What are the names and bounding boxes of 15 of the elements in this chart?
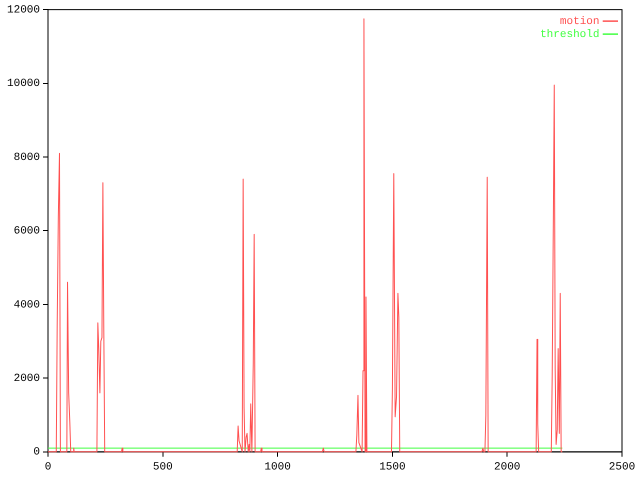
- y-tick-label: 2000: [14, 373, 40, 386]
- x-tick-label: 0: [44, 461, 52, 474]
- legend-label: motion: [560, 16, 600, 28]
- x-tick-label: 1500: [379, 461, 406, 474]
- x-tick-label: 1000: [264, 461, 291, 474]
- y-tick-label: 0: [33, 446, 40, 459]
- x-tick-label: 2500: [608, 461, 636, 474]
- y-tick-label: 8000: [14, 152, 40, 164]
- y-tick-label: 12000: [6, 4, 40, 17]
- x-tick-label: 500: [152, 461, 173, 474]
- x-tick-label: 2000: [494, 461, 520, 474]
- y-tick-label: 4000: [14, 299, 40, 312]
- y-tick-label: 6000: [14, 226, 40, 238]
- legend-label: threshold: [540, 29, 600, 42]
- y-tick-label: 10000: [6, 78, 40, 90]
